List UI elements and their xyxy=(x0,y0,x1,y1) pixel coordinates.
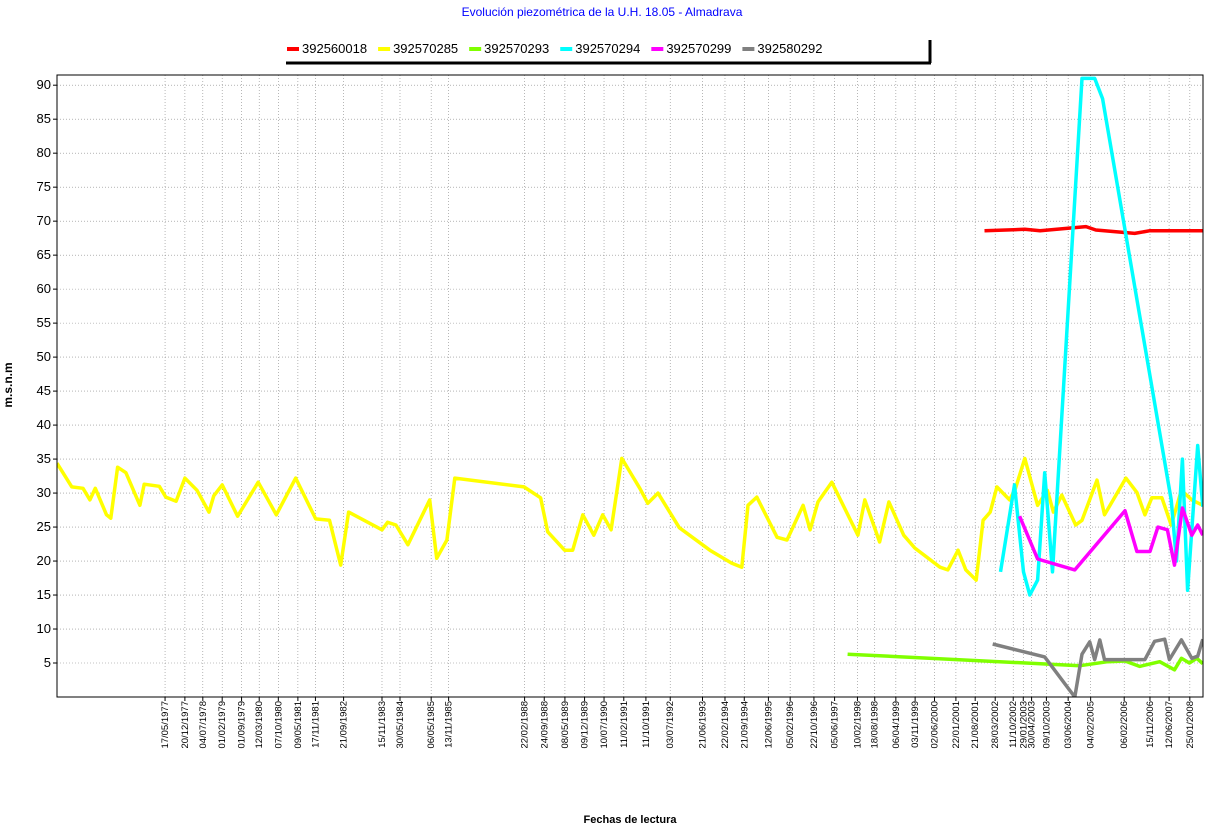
x-tick-label: 17/05/1977 xyxy=(160,701,171,749)
x-tick-label: 22/10/1996 xyxy=(809,701,820,749)
legend-box xyxy=(283,37,929,61)
series-line xyxy=(847,652,1203,672)
y-tick-label: 60 xyxy=(37,281,51,296)
x-tick-label: 02/06/2000 xyxy=(930,701,941,749)
x-tick-label: 30/04/2003 xyxy=(1027,701,1038,749)
y-tick-label: 70 xyxy=(37,213,51,228)
x-axis-label: Fechas de lectura xyxy=(584,814,678,826)
x-tick-label: 18/08/1998 xyxy=(870,701,881,749)
x-tick-label: 05/02/1996 xyxy=(785,701,796,749)
series-line xyxy=(998,76,1203,597)
y-tick-label: 65 xyxy=(37,247,51,262)
y-tick-label: 90 xyxy=(37,77,51,92)
y-tick-label: 80 xyxy=(37,145,51,160)
x-tick-label: 03/07/1992 xyxy=(665,701,676,749)
y-tick-label: 25 xyxy=(37,519,51,534)
y-tick-label: 30 xyxy=(37,485,51,500)
y-axis-label: m.s.n.m xyxy=(1,362,15,407)
y-tick-label: 15 xyxy=(37,587,51,602)
plot-lines xyxy=(57,76,1203,697)
y-tick-label: 5 xyxy=(44,655,51,670)
legend-label: 392560018 xyxy=(302,41,367,56)
legend-label: 392580292 xyxy=(757,41,822,56)
x-tick-label: 09/10/2003 xyxy=(1041,701,1052,749)
x-tick-label: 15/11/1983 xyxy=(377,701,388,748)
x-tick-label: 17/11/1981 xyxy=(310,701,321,748)
x-tick-label: 13/11/1985 xyxy=(444,701,455,748)
x-tick-label: 10/02/1998 xyxy=(852,701,863,749)
x-tick-label: 20/12/1977 xyxy=(180,701,191,749)
legend-label: 392570299 xyxy=(666,41,731,56)
y-tick-label: 85 xyxy=(37,111,51,126)
legend-label: 392570293 xyxy=(484,41,549,56)
x-tick-label: 08/05/1989 xyxy=(560,701,571,749)
series-line xyxy=(992,637,1203,697)
legend-label: 392570285 xyxy=(393,41,458,56)
x-tick-label: 21/08/2001 xyxy=(970,701,981,749)
x-tick-label: 24/09/1988 xyxy=(539,701,550,749)
grid xyxy=(57,75,1203,697)
x-tick-label: 12/06/1995 xyxy=(763,701,774,749)
x-tick-label: 06/04/1999 xyxy=(891,701,902,749)
x-tick-label: 12/06/2007 xyxy=(1164,701,1175,749)
x-tick-label: 25/01/2008 xyxy=(1185,701,1196,749)
x-tick-label: 11/02/1991 xyxy=(619,701,630,748)
x-tick-label: 09/05/1981 xyxy=(293,701,304,749)
x-tick-label: 12/03/1980 xyxy=(254,701,265,749)
x-tick-label: 22/01/2001 xyxy=(951,701,962,749)
legend-label: 392570294 xyxy=(575,41,640,56)
y-tick-label: 40 xyxy=(37,417,51,432)
x-tick-label: 11/10/2002 xyxy=(1008,701,1019,748)
x-tick-label: 06/02/2006 xyxy=(1119,701,1130,749)
y-tick-label: 10 xyxy=(37,621,51,636)
x-tick-label: 28/03/2002 xyxy=(990,701,1001,749)
y-tick-label: 75 xyxy=(37,179,51,194)
x-tick-label: 01/02/1979 xyxy=(217,701,228,749)
x-tick-label: 04/02/2005 xyxy=(1086,701,1097,749)
x-tick-label: 21/09/1982 xyxy=(339,701,350,749)
x-tick-label: 04/07/1978 xyxy=(198,701,209,749)
x-tick-label: 21/06/1993 xyxy=(697,701,708,749)
x-tick-label: 05/06/1997 xyxy=(830,701,841,749)
x-tick-label: 11/10/1991 xyxy=(641,701,652,748)
plot-frame xyxy=(56,74,1204,698)
chart-title: Evolución piezométrica de la U.H. 18.05 … xyxy=(462,5,743,19)
x-tick-label: 03/11/1999 xyxy=(910,701,921,748)
x-tick-label: 03/06/2004 xyxy=(1063,701,1074,749)
series-line xyxy=(57,456,1203,582)
series-line xyxy=(984,224,1203,236)
x-tick-label: 15/11/2006 xyxy=(1145,701,1156,748)
x-tick-label: 29/01/2003 xyxy=(1018,701,1029,749)
series-line xyxy=(1017,506,1203,572)
x-tick-label: 21/09/1994 xyxy=(739,701,750,749)
x-tick-label: 22/02/1994 xyxy=(720,701,731,749)
x-tick-label: 22/02/1988 xyxy=(520,701,531,749)
x-tick-label: 06/05/1985 xyxy=(426,701,437,749)
x-tick-label: 01/09/1979 xyxy=(237,701,248,749)
y-tick-label: 45 xyxy=(37,383,51,398)
x-tick-label: 10/07/1990 xyxy=(599,701,610,749)
y-tick-label: 20 xyxy=(37,553,51,568)
y-tick-label: 55 xyxy=(37,315,51,330)
x-tick-label: 30/05/1984 xyxy=(395,701,406,749)
x-tick-label: 07/10/1980 xyxy=(273,701,284,749)
x-tick-label: 09/12/1989 xyxy=(580,701,591,749)
y-tick-label: 50 xyxy=(37,349,51,364)
y-tick-label: 35 xyxy=(37,451,51,466)
